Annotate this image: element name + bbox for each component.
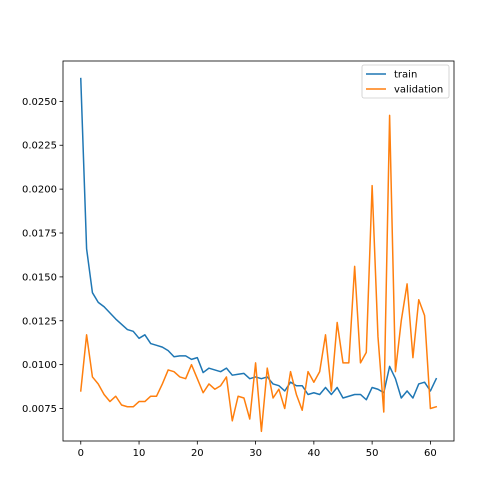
x-axis-ticks: 0 10 20 30 40 50 60 bbox=[78, 441, 437, 459]
y-tick-label: 0.0250 bbox=[22, 97, 57, 108]
x-tick-label: 60 bbox=[424, 448, 437, 459]
y-tick-label: 0.0200 bbox=[22, 185, 57, 196]
y-tick-label: 0.0150 bbox=[22, 272, 57, 283]
plot-lines bbox=[79, 77, 438, 433]
x-tick-label: 50 bbox=[366, 448, 379, 459]
x-tick-label: 0 bbox=[78, 448, 84, 459]
legend-validation-label: validation bbox=[394, 85, 443, 96]
axes-frame bbox=[62, 60, 455, 442]
y-axis-ticks: 0.0075 0.0100 0.0125 0.0150 0.0175 0.0200 0.02… bbox=[22, 97, 63, 415]
y-tick-label: 0.0075 bbox=[22, 404, 57, 415]
x-tick-label: 40 bbox=[307, 448, 320, 459]
y-tick-label: 0.0125 bbox=[22, 316, 57, 327]
legend: train validation bbox=[361, 64, 450, 99]
y-tick-label: 0.0175 bbox=[22, 229, 57, 240]
x-tick-label: 10 bbox=[133, 448, 146, 459]
y-tick-label: 0.0100 bbox=[22, 360, 57, 371]
validation-series-line bbox=[79, 114, 438, 433]
x-tick-label: 20 bbox=[191, 448, 204, 459]
x-tick-label: 30 bbox=[249, 448, 262, 459]
train-series-line bbox=[79, 77, 438, 401]
y-tick-label: 0.0225 bbox=[22, 141, 57, 152]
legend-train-label: train bbox=[394, 70, 417, 81]
